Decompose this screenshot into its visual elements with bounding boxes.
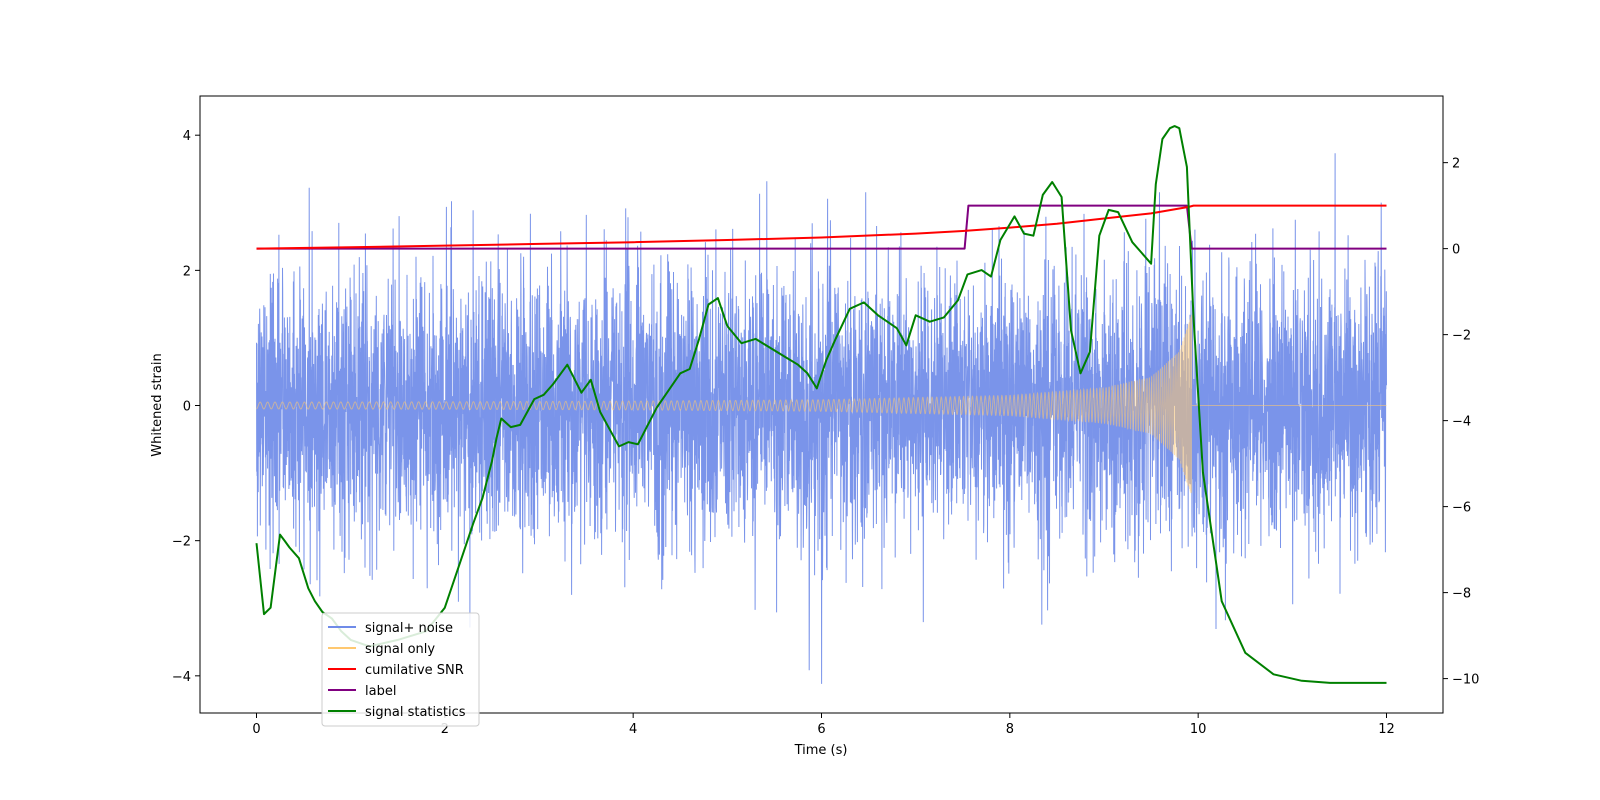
legend-label: signal statistics xyxy=(365,705,466,720)
y2-tick-label: 0 xyxy=(1452,243,1460,258)
y-tick-label: 4 xyxy=(183,129,191,144)
series-layer xyxy=(255,125,1387,684)
y2-tick-label: 2 xyxy=(1452,157,1460,172)
y-axis-right: −10 −8 −6 −4 −2 0 2 xyxy=(1443,157,1479,688)
y2-tick-label: −8 xyxy=(1452,587,1471,602)
y-tick-label: −2 xyxy=(172,535,191,550)
series-label-line xyxy=(256,204,1387,250)
x-tick-label: 12 xyxy=(1378,722,1395,737)
x-tick-label: 10 xyxy=(1190,722,1207,737)
x-tick-label: 6 xyxy=(817,722,825,737)
x-axis-label: Time (s) xyxy=(794,743,848,758)
x-tick-label: 4 xyxy=(629,722,637,737)
legend-label: cumilative SNR xyxy=(365,663,464,678)
legend-label: signal only xyxy=(365,642,435,657)
y2-tick-label: −10 xyxy=(1452,673,1479,688)
y2-tick-label: −4 xyxy=(1452,415,1471,430)
y-tick-label: −4 xyxy=(172,670,191,685)
y-axis-left: −4 −2 0 2 4 xyxy=(172,129,200,685)
legend-label: label xyxy=(365,684,396,699)
x-tick-label: 8 xyxy=(1006,722,1014,737)
y2-tick-label: −6 xyxy=(1452,501,1471,516)
series-signal-only-line xyxy=(256,314,1387,494)
y-tick-label: 0 xyxy=(183,400,191,415)
y-tick-label: 2 xyxy=(183,264,191,279)
y2-tick-label: −2 xyxy=(1452,329,1471,344)
x-tick-label: 2 xyxy=(441,722,449,737)
legend: signal+ noise signal only cumilative SNR la… xyxy=(321,612,480,727)
y-axis-label: Whitened strain xyxy=(150,353,165,456)
series-cumulative-snr-line xyxy=(256,204,1387,250)
legend-box xyxy=(321,612,480,727)
x-tick-label: 0 xyxy=(252,722,260,737)
series-signal-plus-noise-line xyxy=(256,153,1387,684)
legend-label: signal+ noise xyxy=(365,621,453,636)
